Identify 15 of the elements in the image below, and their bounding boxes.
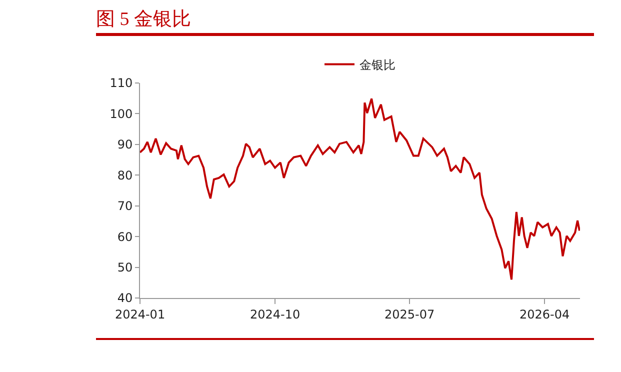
y-tick-label: 60 [117, 230, 133, 244]
y-tick-label: 70 [117, 199, 133, 214]
y-tick-label: 80 [117, 168, 133, 182]
x-tick-label: 2025-07 [384, 307, 435, 322]
x-tick-label: 2026-04 [519, 307, 570, 322]
x-tick-label: 2024-01 [114, 307, 166, 322]
line-series [140, 98, 580, 281]
chart-title: 图 5 金银比 [96, 8, 191, 32]
y-tick-label: 100 [110, 106, 133, 121]
legend-label: 金银比 [360, 58, 396, 72]
y-tick-label: 40 [117, 291, 133, 306]
y-tick-label: 110 [110, 76, 133, 90]
x-tick-label: 2024-10 [250, 307, 300, 322]
y-tick-label: 50 [117, 260, 133, 274]
y-tick-label: 90 [117, 138, 133, 152]
